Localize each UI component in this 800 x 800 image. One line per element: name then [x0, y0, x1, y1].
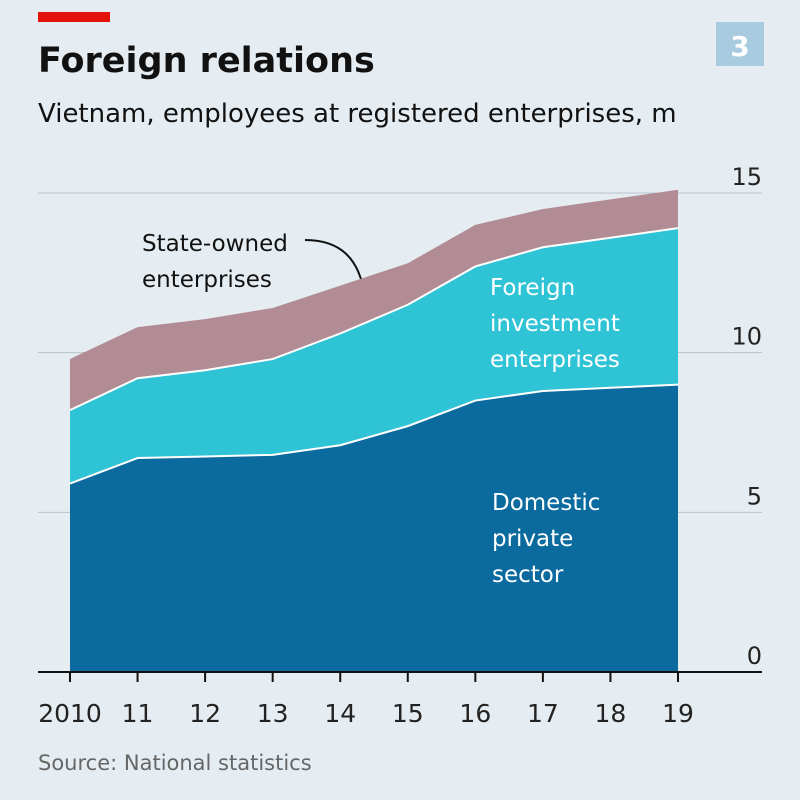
- series-label: Foreign investment enterprises: [490, 275, 620, 373]
- y-tick-label: 15: [731, 163, 762, 191]
- red-tag: [38, 12, 110, 22]
- number-box: [716, 22, 764, 66]
- x-tick-label: 18: [595, 699, 627, 728]
- separator: [69, 383, 679, 485]
- y-tick-label: 0: [747, 642, 762, 670]
- source: Source: National statistics: [38, 751, 312, 775]
- area: [70, 228, 678, 484]
- x-tick-label: 12: [189, 699, 221, 728]
- x-tick-label: 15: [392, 699, 424, 728]
- x-tick-label: 11: [122, 699, 154, 728]
- series-label: Domestic private sector: [492, 490, 601, 588]
- y-tick-label: 5: [747, 482, 762, 510]
- x-tick-label: 17: [527, 699, 559, 728]
- chart-subtitle: Vietnam, employees at registered enterpr…: [38, 99, 677, 129]
- x-tick-label: 2010: [38, 699, 102, 728]
- x-tick-label: 14: [324, 699, 356, 728]
- area: [70, 189, 678, 411]
- y-tick-label: 10: [731, 323, 762, 351]
- x-tick-label: 13: [257, 699, 289, 728]
- series-label: State-owned enterprises: [142, 231, 288, 293]
- x-tick-label: 16: [459, 699, 491, 728]
- x-tick-label: 19: [662, 699, 694, 728]
- separator: [69, 227, 679, 412]
- chart-number: 3: [730, 30, 749, 63]
- chart-title: Foreign relations: [38, 41, 375, 81]
